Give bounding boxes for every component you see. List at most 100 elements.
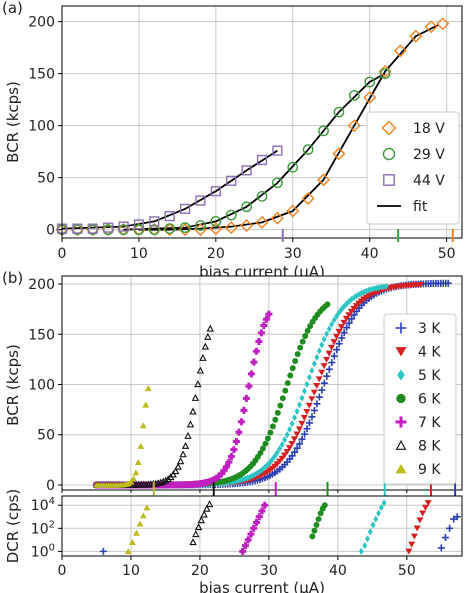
data-point-3k (310, 406, 318, 414)
data-point-5k (324, 330, 330, 338)
x-tick-label: 20 (191, 563, 209, 579)
data-point-44v (256, 154, 268, 166)
data-point-6k (289, 365, 296, 372)
data-point-3k (296, 440, 304, 448)
y-tick-label: 0 (46, 478, 55, 494)
data-point-8k (206, 324, 214, 332)
data-point-4k (313, 382, 321, 389)
legend-label: fit (413, 199, 428, 215)
data-point-29v (256, 191, 268, 202)
data-point-6k (315, 516, 322, 523)
x-tick-label: 40 (361, 246, 379, 262)
data-point-5k (277, 445, 283, 453)
data-point-8k (184, 431, 192, 439)
fit-curve (123, 72, 386, 231)
data-point-6k (304, 327, 311, 334)
data-point-8k (191, 393, 200, 401)
data-point-9k (134, 459, 142, 466)
data-point-7k (244, 536, 252, 544)
data-point-6k (274, 409, 281, 416)
y-tick-label: 100 (28, 378, 55, 394)
data-point-44v (118, 221, 129, 232)
data-point-5k (376, 509, 382, 517)
data-point-18v (224, 221, 238, 235)
data-point-3k (453, 513, 461, 521)
x-tick-label: 50 (398, 563, 416, 579)
data-point-7k (247, 370, 255, 378)
legend-label: 9 K (418, 462, 441, 478)
data-point-6k (269, 423, 276, 430)
x-tick-label: 30 (260, 563, 278, 579)
data-point-8k (169, 470, 177, 478)
data-point-29v (272, 177, 283, 189)
y-axis-title: DCR (cps) (4, 489, 22, 564)
axes-frame (61, 495, 463, 557)
data-point-5k (299, 394, 305, 402)
legend-label: 4 K (418, 345, 441, 361)
data-point-7k (255, 337, 263, 345)
data-point-4k (320, 363, 328, 370)
data-point-5k (314, 353, 320, 361)
data-point-9k (143, 504, 151, 511)
data-point-4k (345, 312, 353, 319)
y-tick-label: 100 (31, 542, 55, 560)
data-point-6k (267, 429, 274, 436)
data-point-6k (309, 533, 316, 540)
data-point-29v (195, 220, 206, 231)
data-point-8k (162, 476, 170, 484)
data-point-4k (410, 533, 418, 540)
data-point-3k (345, 319, 353, 327)
data-point-5k (311, 360, 317, 368)
data-point-4k (330, 339, 338, 346)
data-point-3k (308, 413, 316, 421)
data-point-29v (318, 125, 329, 137)
data-point-4k (408, 541, 416, 548)
data-point-3k (343, 324, 351, 332)
data-point-4k (340, 319, 348, 326)
data-point-6k (262, 440, 269, 447)
legend-marker (395, 416, 407, 428)
data-point-3k (305, 419, 313, 427)
data-point-8k (199, 353, 207, 361)
data-point-5k (316, 347, 322, 355)
data-point-3k (288, 452, 296, 460)
data-point-9k (128, 539, 136, 545)
data-point-44v (87, 223, 98, 234)
data-point-18v (117, 223, 131, 237)
data-point-5k (306, 373, 312, 381)
data-point-7k (258, 507, 266, 515)
data-point-4k (300, 415, 308, 421)
data-point-6k (257, 449, 264, 456)
data-point-4k (342, 315, 350, 322)
data-point-6k (282, 387, 289, 394)
legend-marker (395, 347, 407, 357)
legend-label: 8 K (418, 439, 441, 455)
data-point-8k (157, 478, 165, 486)
data-point-18v (178, 223, 192, 237)
data-point-29v (164, 223, 176, 235)
legend-marker (396, 393, 406, 404)
data-point-5k (292, 414, 297, 422)
data-point-29v (225, 209, 237, 221)
data-point-18v (436, 17, 450, 31)
x-tick-label: 50 (438, 246, 456, 262)
legend-label: 5 K (418, 368, 441, 384)
data-point-4k (288, 440, 296, 447)
data-point-44v (103, 222, 114, 233)
legend-label: 18 V (413, 121, 445, 137)
data-point-29v (133, 224, 145, 236)
data-point-29v (210, 215, 222, 227)
data-point-3k (338, 334, 346, 342)
data-point-29v (148, 224, 160, 236)
data-point-5k (365, 535, 370, 543)
data-point-4k (405, 548, 413, 555)
data-point-5k (383, 282, 389, 290)
data-point-18v (132, 223, 146, 237)
data-point-18v (409, 29, 423, 43)
data-point-6k (311, 527, 318, 534)
data-point-3k (99, 547, 107, 555)
data-point-3k (293, 444, 301, 452)
data-point-9k (139, 512, 147, 519)
data-point-7k (257, 329, 265, 337)
